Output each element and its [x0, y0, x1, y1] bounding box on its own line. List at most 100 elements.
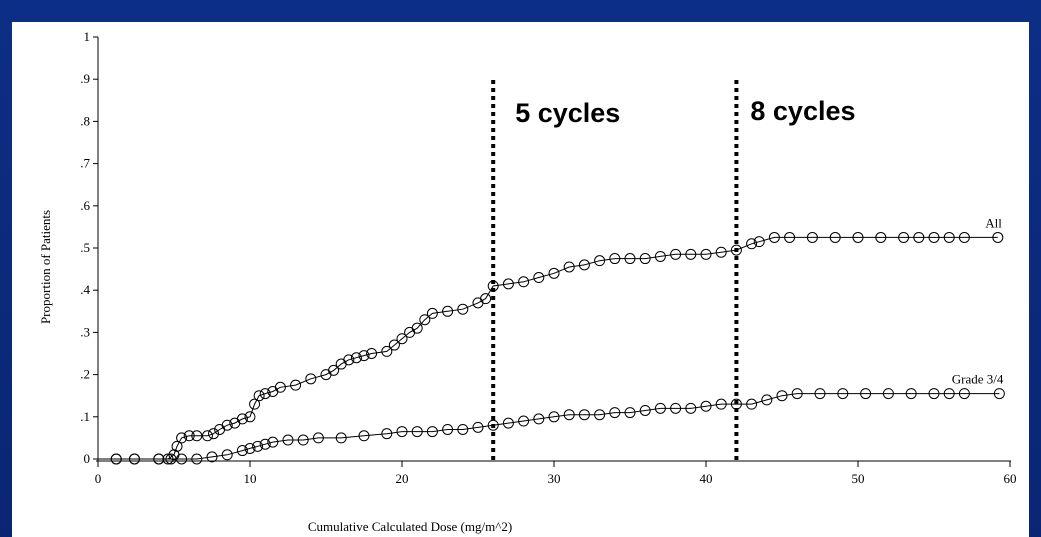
- data-point: [768, 231, 780, 243]
- data-point: [639, 253, 651, 265]
- data-point: [715, 246, 727, 258]
- data-point: [183, 430, 195, 442]
- data-point: [533, 413, 545, 425]
- data-point: [992, 231, 1004, 243]
- data-point: [259, 438, 271, 450]
- data-point: [236, 445, 248, 457]
- data-point: [457, 303, 469, 315]
- chart-svg: 0.1.2.3.4.5.6.7.8.910 10 20 30 40 50 60 5 cycl…: [38, 29, 1017, 534]
- data-point: [578, 409, 590, 421]
- cycle-marker-label: 8 cycles: [750, 96, 855, 126]
- data-point: [943, 388, 955, 400]
- x-tick-label: 20: [396, 471, 409, 486]
- data-point: [396, 426, 408, 438]
- series-line: [116, 236, 998, 460]
- data-point: [502, 417, 514, 429]
- data-point: [472, 421, 484, 433]
- y-tick-label: .8: [80, 113, 90, 128]
- x-axis-title: Cumulative Calculated Dose (mg/m^2): [308, 519, 512, 534]
- data-point: [236, 413, 248, 425]
- data-point: [282, 434, 294, 446]
- data-point: [746, 398, 758, 410]
- data-point: [388, 339, 400, 351]
- data-point: [993, 388, 1005, 400]
- data-point: [191, 430, 203, 442]
- x-tick-label: 40: [700, 471, 713, 486]
- data-point: [297, 434, 309, 446]
- data-point: [381, 345, 393, 357]
- data-point: [594, 409, 606, 421]
- x-tick-label: 50: [852, 471, 865, 486]
- data-point: [350, 352, 362, 364]
- data-point: [518, 276, 530, 288]
- series-label: All: [985, 215, 1002, 230]
- data-point: [153, 453, 165, 465]
- data-point: [442, 305, 454, 317]
- data-point: [700, 248, 712, 260]
- data-point: [609, 407, 621, 419]
- data-point: [654, 402, 666, 414]
- y-tick-label: 1: [84, 29, 91, 44]
- data-point: [358, 430, 370, 442]
- data-point: [487, 419, 499, 431]
- data-point: [685, 248, 697, 260]
- data-point: [860, 388, 872, 400]
- data-point: [578, 259, 590, 271]
- series-layer: All Grade 3/4: [98, 215, 1005, 465]
- data-point: [328, 364, 340, 376]
- data-point: [624, 407, 636, 419]
- data-point: [208, 428, 220, 440]
- y-tick-label: .6: [80, 198, 90, 213]
- data-point: [761, 394, 773, 406]
- data-point: [814, 388, 826, 400]
- data-point: [253, 390, 265, 402]
- data-point: [806, 231, 818, 243]
- data-point: [274, 381, 286, 393]
- data-point: [829, 231, 841, 243]
- data-point: [381, 428, 393, 440]
- data-point: [609, 253, 621, 265]
- series-line: [116, 393, 1000, 460]
- data-point: [624, 253, 636, 265]
- annotations: 5 cycles 8 cycles: [491, 80, 856, 461]
- series-all: All: [98, 215, 1004, 465]
- data-point: [366, 348, 378, 359]
- data-point: [913, 231, 925, 243]
- data-point: [426, 307, 438, 319]
- data-point: [457, 423, 469, 435]
- data-point: [249, 398, 261, 410]
- y-tick-label: 0: [84, 451, 91, 466]
- data-point: [548, 267, 560, 279]
- data-point: [206, 451, 218, 463]
- data-point: [928, 231, 940, 243]
- data-point: [411, 426, 423, 438]
- y-tick-label: .7: [80, 156, 90, 171]
- data-point: [928, 388, 940, 400]
- data-point: [753, 236, 765, 248]
- data-point: [221, 449, 233, 461]
- data-point: [176, 432, 188, 444]
- data-point: [487, 280, 499, 292]
- x-tick-label: 10: [244, 471, 257, 486]
- x-tick-label: 30: [548, 471, 561, 486]
- data-point: [502, 278, 514, 290]
- data-point: [259, 388, 271, 400]
- data-point: [730, 244, 742, 256]
- data-point: [312, 432, 324, 444]
- data-point: [110, 453, 122, 465]
- data-point: [305, 373, 317, 385]
- y-tick-label: .4: [80, 282, 90, 297]
- data-point: [654, 250, 666, 262]
- y-tick-label: .9: [80, 71, 90, 86]
- data-point: [958, 231, 970, 243]
- data-point: [746, 238, 758, 250]
- y-tick-label: .3: [80, 324, 90, 339]
- series-label: Grade 3/4: [952, 372, 1004, 387]
- data-point: [958, 388, 970, 400]
- y-tick-label: .2: [80, 367, 90, 382]
- cycle-marker-label: 5 cycles: [515, 98, 620, 128]
- data-point: [776, 390, 788, 402]
- x-tick-label: 60: [1004, 471, 1017, 486]
- y-axis-title: Proportion of Patients: [38, 210, 53, 324]
- data-point: [267, 436, 279, 448]
